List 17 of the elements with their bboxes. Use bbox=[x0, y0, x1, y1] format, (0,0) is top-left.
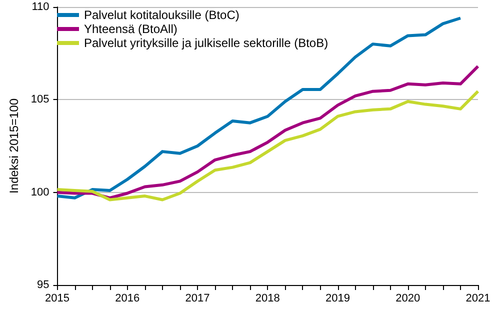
legend-label: Yhteensä (BtoAll) bbox=[84, 22, 178, 36]
legend-label: Palvelut yrityksille ja julkiselle sektorille (BtoB) bbox=[84, 36, 328, 50]
y-tick-label: 105 bbox=[30, 94, 50, 106]
x-tick-label: 2015 bbox=[45, 292, 70, 304]
y-tick-label: 100 bbox=[30, 186, 50, 198]
line-series bbox=[56, 64, 480, 200]
y-tick-label: 110 bbox=[32, 1, 50, 13]
y-tick-label: 95 bbox=[37, 279, 50, 291]
x-tick-label: 2021 bbox=[466, 292, 490, 304]
x-tick-label: 2018 bbox=[255, 292, 280, 304]
line-series bbox=[56, 90, 480, 202]
y-axis-title: Indeksi 2015=100 bbox=[7, 98, 21, 194]
x-tick-label: 2020 bbox=[396, 292, 420, 304]
legend-label: Palvelut kotitalouksille (BtoC) bbox=[84, 8, 240, 22]
x-tick-label: 2016 bbox=[115, 292, 140, 304]
x-tick-label: 2019 bbox=[326, 292, 350, 304]
x-tick-label: 2017 bbox=[185, 292, 210, 304]
